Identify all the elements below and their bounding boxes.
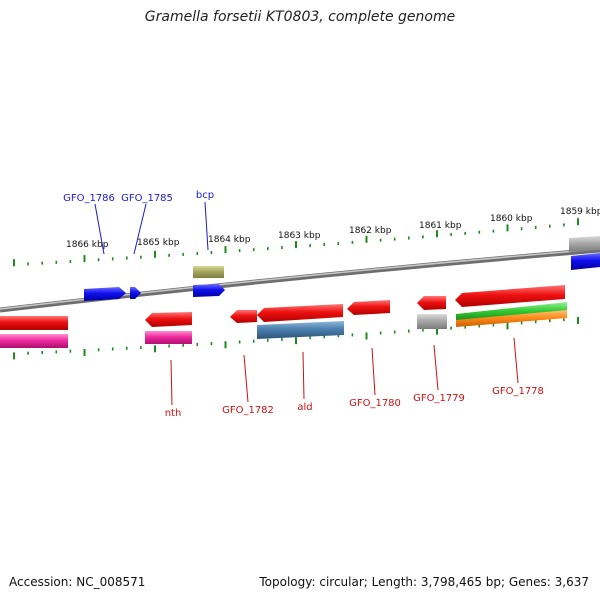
- leader-gfo-1785: [133, 203, 147, 255]
- leader-ald: [302, 351, 305, 400]
- feature-ald[interactable]: [257, 304, 343, 322]
- leader-gfo-1778: [513, 337, 519, 384]
- genome-summary-text: Topology: circular; Length: 3,798,465 bp…: [259, 575, 589, 589]
- feature-pink-left[interactable]: [0, 334, 68, 348]
- feature-blue-right[interactable]: [571, 253, 600, 270]
- genome-title: Gramella forsetii KT0803, complete genom…: [144, 9, 456, 25]
- feature-gray-right-upper[interactable]: [569, 236, 600, 252]
- scale-label-1859: 1859 kbp: [560, 207, 600, 217]
- feature-misc-olive[interactable]: [193, 266, 224, 278]
- feature-gfo-1779[interactable]: [417, 296, 446, 310]
- scale-label-1861: 1861 kbp: [419, 221, 462, 231]
- gene-label-gfo-1785[interactable]: GFO_1785: [121, 193, 173, 204]
- leader-gfo-1782: [243, 354, 249, 403]
- forward-features: [84, 236, 600, 301]
- gene-label-gfo-1786[interactable]: GFO_1786: [63, 193, 115, 204]
- gene-label-ald[interactable]: ald: [297, 402, 312, 413]
- leader-nth: [170, 359, 173, 406]
- feature-gfo-1786[interactable]: [84, 287, 126, 301]
- feature-gfo-1778-orange[interactable]: [456, 310, 567, 327]
- scale-label-1865: 1865 kbp: [137, 238, 180, 248]
- feature-nth[interactable]: [145, 312, 192, 327]
- forward-scale-ticks: [13, 218, 579, 267]
- feature-gfo-1778-green[interactable]: [456, 302, 567, 321]
- gene-label-nth[interactable]: nth: [165, 408, 182, 419]
- feature-gfo-1785[interactable]: [130, 287, 141, 299]
- leader-gfo-1786: [94, 203, 105, 255]
- leader-bcp: [204, 201, 209, 251]
- feature-ald-steel[interactable]: [257, 321, 344, 339]
- scale-label-1866: 1866 kbp: [66, 240, 109, 250]
- gene-label-gfo-1779[interactable]: GFO_1779: [413, 393, 465, 404]
- feature-red-left[interactable]: [0, 316, 68, 330]
- accession-text: Accession: NC_008571: [9, 575, 146, 589]
- scale-label-1860: 1860 kbp: [490, 214, 533, 224]
- scale-label-1862: 1862 kbp: [349, 226, 392, 236]
- gene-label-gfo-1782[interactable]: GFO_1782: [222, 405, 274, 416]
- reverse-features: [0, 285, 567, 348]
- feature-gfo-1779-gray[interactable]: [417, 314, 447, 329]
- gene-label-gfo-1778[interactable]: GFO_1778: [492, 386, 544, 397]
- feature-bcp[interactable]: [193, 284, 225, 297]
- gene-label-bcp[interactable]: bcp: [196, 190, 214, 201]
- leader-gfo-1779: [433, 344, 439, 391]
- scale-label-1863: 1863 kbp: [278, 231, 321, 241]
- gene-label-gfo-1780[interactable]: GFO_1780: [349, 398, 401, 409]
- feature-gfo-1778[interactable]: [455, 285, 565, 307]
- reverse-scale-ticks: [13, 317, 579, 360]
- feature-gfo-1780[interactable]: [347, 300, 390, 315]
- feature-gfo-1782[interactable]: [230, 310, 257, 323]
- scale-label-1864: 1864 kbp: [208, 235, 251, 245]
- feature-nth-pink[interactable]: [145, 331, 192, 344]
- leader-gfo-1780: [371, 347, 376, 396]
